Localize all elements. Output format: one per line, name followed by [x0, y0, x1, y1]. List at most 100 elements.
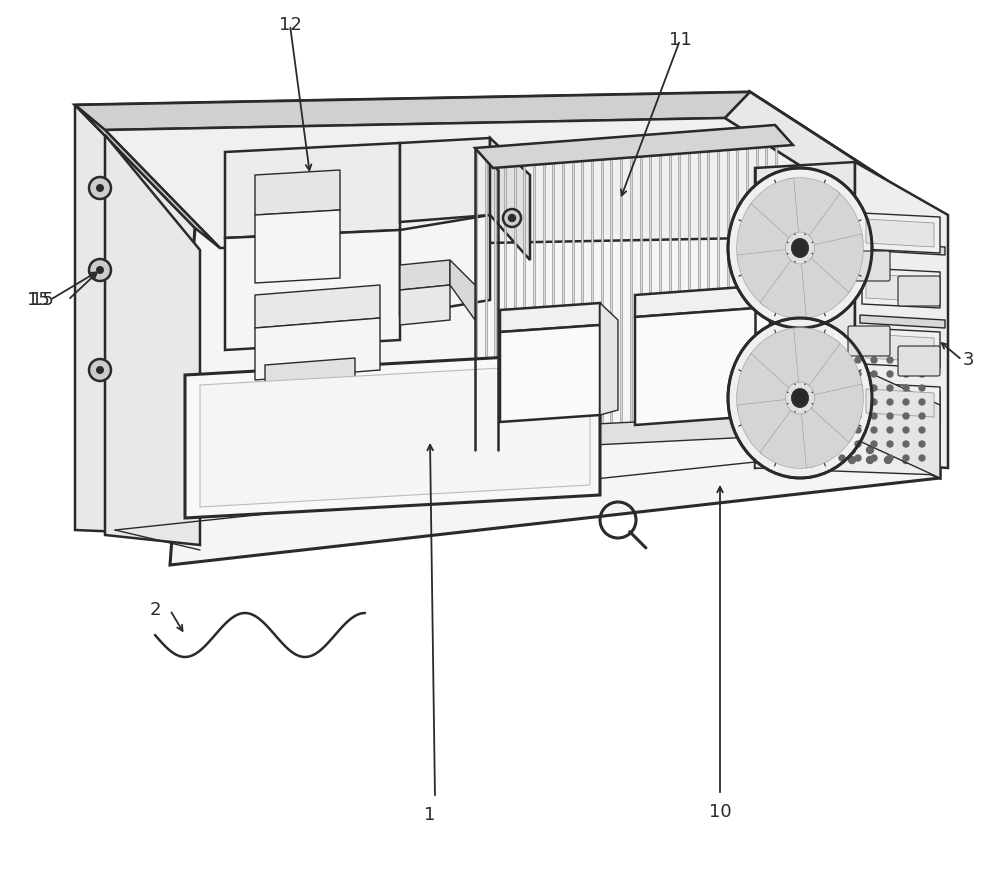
- Circle shape: [919, 385, 925, 391]
- Circle shape: [823, 455, 829, 461]
- Polygon shape: [225, 230, 400, 350]
- Circle shape: [902, 436, 910, 444]
- Polygon shape: [765, 126, 767, 415]
- Polygon shape: [475, 148, 477, 430]
- Circle shape: [902, 427, 910, 434]
- Circle shape: [885, 427, 892, 434]
- Circle shape: [866, 407, 874, 414]
- Polygon shape: [620, 137, 622, 422]
- Circle shape: [776, 436, 784, 444]
- Circle shape: [871, 441, 877, 447]
- Circle shape: [509, 215, 516, 222]
- Polygon shape: [862, 213, 940, 253]
- Polygon shape: [808, 189, 863, 246]
- Polygon shape: [105, 118, 910, 248]
- Polygon shape: [801, 407, 853, 468]
- Polygon shape: [75, 92, 750, 130]
- Circle shape: [855, 413, 861, 419]
- Circle shape: [919, 441, 925, 447]
- Circle shape: [759, 407, 766, 414]
- Polygon shape: [552, 142, 554, 426]
- Circle shape: [871, 385, 877, 391]
- Circle shape: [823, 427, 829, 433]
- Circle shape: [887, 399, 893, 405]
- Circle shape: [823, 357, 829, 363]
- Polygon shape: [820, 350, 940, 478]
- Polygon shape: [866, 274, 934, 302]
- Ellipse shape: [775, 370, 825, 426]
- Polygon shape: [400, 215, 490, 315]
- Polygon shape: [725, 92, 940, 235]
- Circle shape: [903, 385, 909, 391]
- Polygon shape: [760, 260, 813, 319]
- Circle shape: [902, 457, 910, 464]
- Circle shape: [823, 441, 829, 447]
- Polygon shape: [737, 203, 789, 262]
- Polygon shape: [475, 125, 793, 168]
- Polygon shape: [581, 140, 583, 425]
- Polygon shape: [640, 136, 642, 422]
- Circle shape: [839, 357, 845, 363]
- Circle shape: [885, 407, 892, 414]
- Polygon shape: [450, 260, 475, 320]
- Circle shape: [848, 427, 856, 434]
- Polygon shape: [737, 250, 792, 306]
- Circle shape: [855, 385, 861, 391]
- Polygon shape: [698, 131, 700, 419]
- Polygon shape: [533, 143, 535, 427]
- Polygon shape: [170, 215, 940, 565]
- Circle shape: [96, 184, 104, 192]
- Circle shape: [848, 407, 856, 414]
- Polygon shape: [635, 285, 770, 317]
- Circle shape: [776, 446, 784, 453]
- Circle shape: [759, 446, 766, 453]
- Circle shape: [866, 457, 874, 464]
- Circle shape: [885, 457, 892, 464]
- Text: 15: 15: [31, 291, 53, 309]
- Circle shape: [903, 371, 909, 377]
- Ellipse shape: [728, 168, 872, 328]
- Circle shape: [823, 385, 829, 391]
- Circle shape: [871, 357, 877, 363]
- Circle shape: [503, 209, 521, 227]
- Polygon shape: [105, 135, 200, 545]
- Circle shape: [848, 457, 856, 464]
- Polygon shape: [866, 334, 934, 362]
- Polygon shape: [475, 125, 793, 168]
- Circle shape: [794, 427, 802, 434]
- Polygon shape: [494, 146, 496, 429]
- Circle shape: [871, 399, 877, 405]
- Polygon shape: [255, 318, 380, 380]
- Circle shape: [812, 416, 820, 423]
- Polygon shape: [747, 178, 799, 239]
- Circle shape: [776, 457, 784, 464]
- Polygon shape: [855, 162, 948, 468]
- Circle shape: [887, 413, 893, 419]
- Polygon shape: [862, 383, 940, 423]
- Circle shape: [759, 397, 766, 404]
- Text: 11: 11: [669, 31, 691, 49]
- Polygon shape: [801, 257, 853, 318]
- Circle shape: [866, 416, 874, 423]
- Circle shape: [885, 397, 892, 404]
- Circle shape: [920, 436, 928, 444]
- Circle shape: [848, 436, 856, 444]
- Polygon shape: [514, 145, 516, 428]
- Circle shape: [776, 397, 784, 404]
- Circle shape: [823, 399, 829, 405]
- Circle shape: [830, 416, 838, 423]
- Circle shape: [848, 416, 856, 423]
- Circle shape: [839, 441, 845, 447]
- Polygon shape: [862, 328, 940, 368]
- Circle shape: [96, 266, 104, 274]
- Circle shape: [902, 407, 910, 414]
- Circle shape: [839, 413, 845, 419]
- Circle shape: [776, 407, 784, 414]
- Ellipse shape: [791, 238, 809, 258]
- Circle shape: [812, 397, 820, 404]
- Circle shape: [920, 446, 928, 453]
- Circle shape: [920, 416, 928, 423]
- Polygon shape: [265, 358, 355, 397]
- Circle shape: [903, 427, 909, 433]
- Polygon shape: [808, 340, 863, 396]
